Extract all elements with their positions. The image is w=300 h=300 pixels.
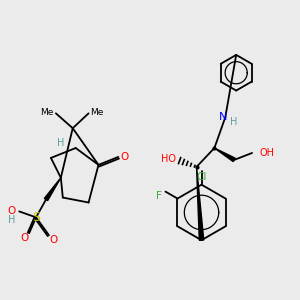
Text: O: O bbox=[7, 206, 15, 216]
Text: OH: OH bbox=[260, 148, 275, 158]
Text: H: H bbox=[57, 138, 64, 148]
Text: H: H bbox=[8, 215, 15, 225]
Text: Cl: Cl bbox=[196, 172, 207, 182]
Polygon shape bbox=[44, 178, 61, 201]
Polygon shape bbox=[196, 167, 204, 240]
Text: Me: Me bbox=[91, 108, 104, 117]
Text: HO: HO bbox=[161, 154, 176, 164]
Text: F: F bbox=[156, 190, 161, 201]
Text: H: H bbox=[230, 117, 237, 127]
Text: O: O bbox=[120, 152, 128, 162]
Text: O: O bbox=[50, 235, 58, 245]
Text: O: O bbox=[20, 233, 28, 243]
Polygon shape bbox=[214, 148, 235, 162]
Text: S: S bbox=[32, 211, 40, 224]
Text: Me: Me bbox=[40, 108, 54, 117]
Text: N: N bbox=[219, 112, 227, 122]
